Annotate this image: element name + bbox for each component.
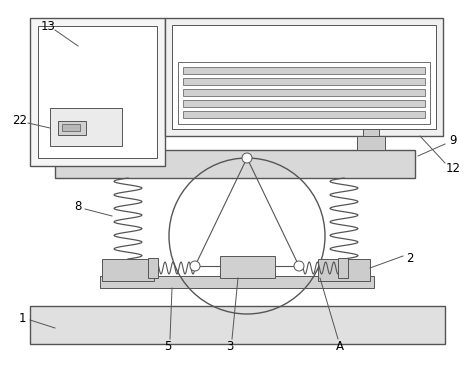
Bar [183,111,425,118]
Text: 12: 12 [446,161,461,175]
Circle shape [190,261,200,271]
Bar [102,259,154,281]
Text: 9: 9 [449,134,457,147]
Bar [357,136,385,150]
Text: A: A [336,340,344,352]
Text: 3: 3 [226,340,234,352]
Bar [50,108,122,146]
Text: 5: 5 [164,340,172,352]
Bar [220,256,275,278]
Bar [183,100,425,107]
Bar [38,26,157,158]
Circle shape [242,153,252,163]
Text: 22: 22 [12,115,27,127]
Bar [96,126,112,136]
Circle shape [294,261,304,271]
Bar [172,25,436,129]
Bar [318,259,370,281]
Bar [363,126,379,136]
Text: 8: 8 [74,199,82,213]
Bar [55,150,415,178]
Bar [90,136,118,150]
Bar [178,62,430,124]
Text: 13: 13 [41,19,55,33]
Bar [338,258,348,278]
Bar [165,18,443,136]
Bar [30,18,165,166]
Bar [183,89,425,96]
Bar [183,67,425,74]
Bar [100,276,374,288]
Bar [30,306,445,344]
Text: 1: 1 [18,311,26,325]
Bar [58,121,86,135]
Bar [62,124,80,131]
Text: 2: 2 [406,251,414,265]
Bar [148,258,158,278]
Bar [183,78,425,85]
